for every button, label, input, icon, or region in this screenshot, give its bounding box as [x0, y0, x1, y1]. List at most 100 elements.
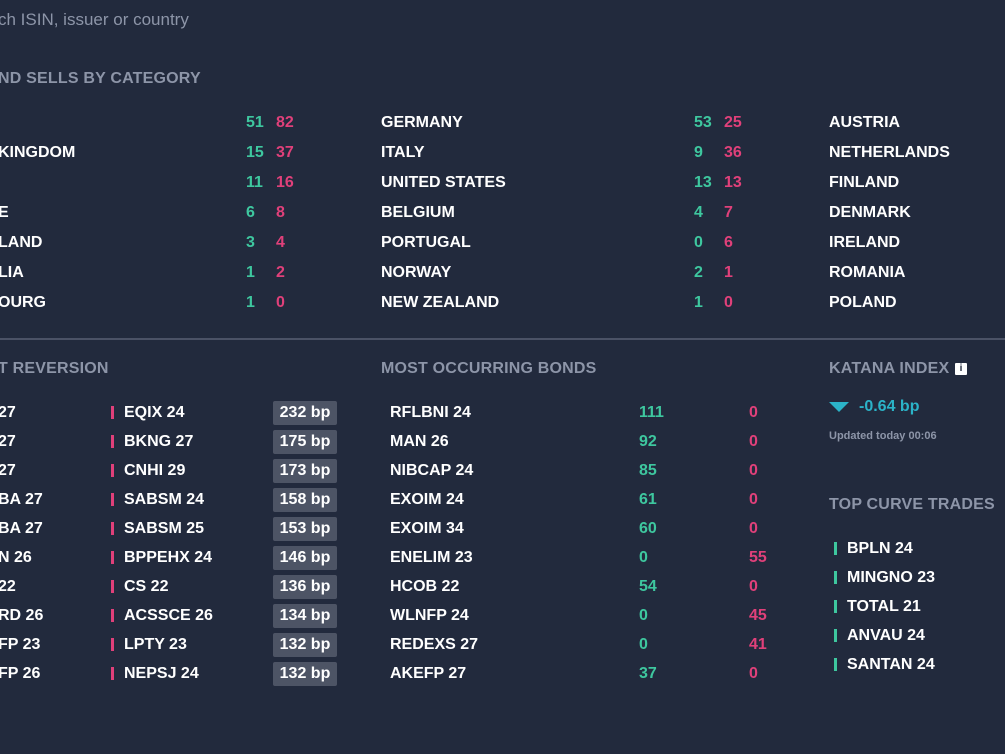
- category-name[interactable]: UNITED STATES: [381, 174, 506, 191]
- category-name[interactable]: GERMANY: [381, 114, 463, 131]
- curve-trade-item[interactable]: BPLN 24: [847, 540, 913, 557]
- buy-count: 54: [639, 578, 657, 595]
- reversion-right-bond[interactable]: EQIX 24: [124, 404, 185, 421]
- category-name[interactable]: OURG: [0, 294, 46, 311]
- reversion-right-bond[interactable]: LPTY 23: [124, 636, 187, 653]
- reversion-right-bond[interactable]: SABSM 25: [124, 520, 205, 537]
- buy-count: 6: [246, 204, 255, 221]
- buy-count: 37: [639, 665, 657, 682]
- buy-count: 11: [246, 174, 263, 191]
- reversion-right-bond[interactable]: CS 22: [124, 578, 169, 595]
- category-name[interactable]: POLAND: [829, 294, 897, 311]
- bond-name[interactable]: WLNFP 24: [390, 607, 469, 624]
- spread-badge: 232 bp: [273, 401, 337, 425]
- category-name[interactable]: PORTUGAL: [381, 234, 471, 251]
- sell-count: 7: [724, 204, 733, 221]
- sell-marker: [111, 522, 114, 535]
- category-name[interactable]: AUSTRIA: [829, 114, 901, 131]
- category-name[interactable]: NORWAY: [381, 264, 452, 281]
- category-name[interactable]: LAND: [0, 234, 43, 251]
- bond-name[interactable]: HCOB 22: [390, 578, 460, 595]
- reversion-left-bond[interactable]: 22: [0, 578, 16, 595]
- bond-name[interactable]: RFLBNI 24: [390, 404, 471, 421]
- sell-count: 6: [724, 234, 733, 251]
- sell-count: 37: [276, 144, 294, 161]
- category-name[interactable]: DENMARK: [829, 204, 911, 221]
- sell-count: 82: [276, 114, 294, 131]
- reversion-left-bond[interactable]: FP 23: [0, 636, 41, 653]
- info-icon[interactable]: i: [955, 363, 967, 375]
- reversion-right-bond[interactable]: CNHI 29: [124, 462, 186, 479]
- category-name[interactable]: NETHERLANDS: [829, 144, 950, 161]
- buy-marker: [834, 542, 837, 555]
- spread-badge: 136 bp: [273, 575, 337, 599]
- curve-trade-item[interactable]: MINGNO 23: [847, 569, 936, 586]
- bond-name[interactable]: ENELIM 23: [390, 549, 473, 566]
- search-input[interactable]: ch ISIN, issuer or country: [0, 10, 189, 29]
- sell-count: 2: [276, 264, 285, 281]
- sell-count: 45: [749, 607, 767, 624]
- spread-badge: 134 bp: [273, 604, 337, 628]
- curve-trade-item[interactable]: SANTAN 24: [847, 656, 935, 673]
- buy-marker: [834, 571, 837, 584]
- category-name[interactable]: ROMANIA: [829, 264, 906, 281]
- bond-name[interactable]: EXOIM 24: [390, 491, 464, 508]
- sell-marker: [111, 435, 114, 448]
- sell-count: 41: [749, 636, 767, 653]
- reversion-right-bond[interactable]: ACSSCE 26: [124, 607, 213, 624]
- reversion-left-bond[interactable]: RD 26: [0, 607, 44, 624]
- buy-count: 3: [246, 234, 255, 251]
- bond-name[interactable]: NIBCAP 24: [390, 462, 474, 479]
- category-name[interactable]: NEW ZEALAND: [381, 294, 500, 311]
- section-divider: [0, 338, 1005, 340]
- reversion-right-bond[interactable]: BKNG 27: [124, 433, 194, 450]
- reversion-left-bond[interactable]: 27: [0, 404, 16, 421]
- reversion-left-bond[interactable]: 27: [0, 433, 16, 450]
- spread-badge: 146 bp: [273, 546, 337, 570]
- sell-count: 8: [276, 204, 285, 221]
- category-name[interactable]: KINGDOM: [0, 144, 76, 161]
- sell-count: 0: [749, 404, 758, 421]
- reversion-right-bond[interactable]: SABSM 24: [124, 491, 205, 508]
- buy-count: 61: [639, 491, 657, 508]
- category-name[interactable]: FINLAND: [829, 174, 900, 191]
- category-name[interactable]: IRELAND: [829, 234, 901, 251]
- bond-name[interactable]: EXOIM 34: [390, 520, 464, 537]
- reversion-left-bond[interactable]: 27: [0, 462, 16, 479]
- reversion-right-bond[interactable]: BPPEHX 24: [124, 549, 213, 566]
- reversion-left-bond[interactable]: FP 26: [0, 665, 41, 682]
- buy-count: 4: [694, 204, 703, 221]
- category-name[interactable]: ITALY: [381, 144, 425, 161]
- category-name[interactable]: E: [0, 204, 9, 221]
- buy-count: 60: [639, 520, 657, 537]
- sell-count: 13: [724, 174, 742, 191]
- buy-marker: [834, 658, 837, 671]
- buy-count: 0: [694, 234, 703, 251]
- reversion-right-bond[interactable]: NEPSJ 24: [124, 665, 199, 682]
- bond-name[interactable]: MAN 26: [390, 433, 449, 450]
- reversion-left-bond[interactable]: BA 27: [0, 520, 43, 537]
- arrow-down-icon: [829, 402, 849, 412]
- buy-count: 53: [694, 114, 712, 131]
- category-name[interactable]: BELGIUM: [381, 204, 455, 221]
- category-name[interactable]: LIA: [0, 264, 24, 281]
- buy-marker: [834, 600, 837, 613]
- curve-trade-item[interactable]: TOTAL 21: [847, 598, 921, 615]
- reversion-left-bond[interactable]: N 26: [0, 549, 32, 566]
- sell-count: 1: [724, 264, 733, 281]
- sell-count: 0: [749, 520, 758, 537]
- sell-marker: [111, 493, 114, 506]
- curve-trade-item[interactable]: ANVAU 24: [847, 627, 925, 644]
- reversion-left-bond[interactable]: BA 27: [0, 491, 43, 508]
- sell-marker: [111, 667, 114, 680]
- bond-name[interactable]: AKEFP 27: [390, 665, 467, 682]
- sell-count: 0: [276, 294, 285, 311]
- katana-updated-time: Updated today 00:06: [829, 430, 937, 442]
- spread-badge: 158 bp: [273, 488, 337, 512]
- sell-count: 4: [276, 234, 285, 251]
- spread-badge: 132 bp: [273, 662, 337, 686]
- sell-count: 0: [749, 665, 758, 682]
- bond-name[interactable]: REDEXS 27: [390, 636, 479, 653]
- curve-trades-title: TOP CURVE TRADES: [829, 496, 995, 513]
- katana-index-title: KATANA INDEX: [829, 360, 950, 377]
